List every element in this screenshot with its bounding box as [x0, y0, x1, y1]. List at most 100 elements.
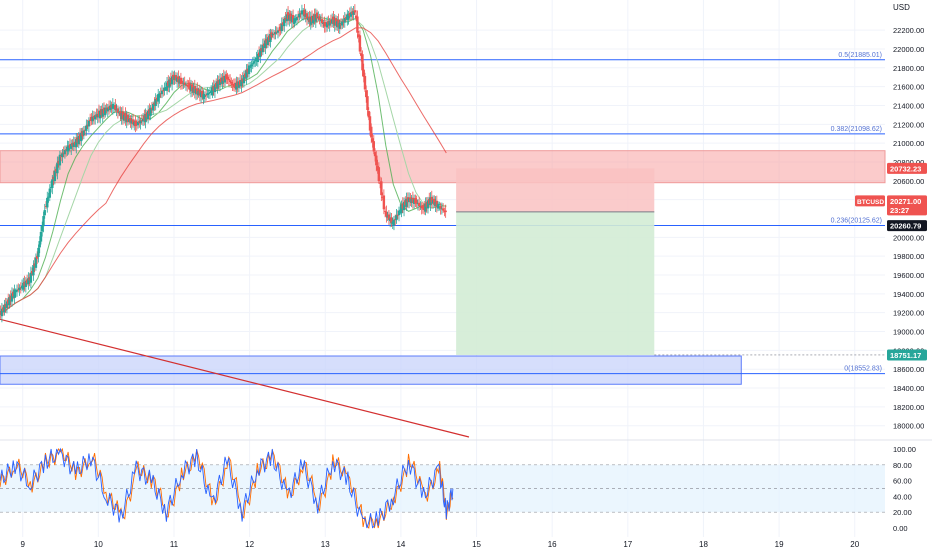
candle-body	[165, 82, 169, 91]
candle-body	[61, 153, 64, 158]
candle-body	[385, 211, 388, 217]
time-tick-label: 11	[170, 540, 179, 549]
target-price-tag-bg	[887, 349, 927, 361]
candle-body	[10, 293, 14, 302]
candle-body	[198, 89, 202, 96]
candle-body	[136, 121, 140, 126]
candle-body	[202, 93, 205, 99]
candle-body	[197, 90, 200, 96]
candle-body	[225, 74, 228, 80]
candle-body	[38, 241, 41, 248]
price-tick-label: 20600.00	[893, 177, 924, 186]
candle-body	[207, 93, 210, 95]
candle-body	[296, 16, 300, 18]
candle-body	[102, 107, 106, 114]
candle-body	[329, 19, 333, 23]
candle-body	[8, 297, 11, 306]
candle-body	[121, 111, 125, 120]
candle-body	[178, 79, 181, 84]
candle-body	[23, 281, 26, 286]
candle-body	[291, 15, 295, 23]
candle-body	[333, 19, 336, 26]
countdown-tag[interactable]: 23:27	[887, 204, 927, 216]
candle-body	[124, 113, 127, 121]
fib-label: 0.382(21098.62)	[831, 126, 882, 133]
candle-body	[57, 160, 60, 164]
candle-body	[120, 113, 123, 120]
candle-body	[267, 35, 271, 41]
candle-body	[415, 199, 418, 204]
candle-body	[133, 121, 136, 126]
price-tick-label: 21200.00	[893, 120, 924, 129]
candle-body	[278, 29, 281, 31]
price-axis[interactable]: 22200.00 22000.00 21800.00 21600.00 21400.00…	[855, 26, 927, 533]
short-position-tool[interactable]	[456, 168, 885, 356]
candle-body	[420, 205, 423, 209]
candle-body	[172, 74, 175, 80]
fibonacci-levels: 0.5(21885.01) 0.382(21098.62) 0.236(20125.…	[0, 52, 885, 438]
candle-body	[299, 13, 302, 15]
candle-body	[274, 32, 277, 34]
candle-body	[405, 198, 408, 207]
secondary-price-tag-text: 20260.79	[890, 222, 921, 231]
currency-label: USD	[893, 3, 910, 12]
candle-body	[138, 121, 141, 123]
stop-price-tag-bg	[887, 162, 927, 174]
candle-body	[42, 216, 45, 227]
candle-body	[18, 287, 21, 291]
ma-long-line	[0, 27, 447, 315]
price-tick-label: 18400.00	[893, 384, 924, 393]
candle-body	[150, 107, 154, 110]
candle-body	[237, 81, 241, 88]
candle-body	[3, 305, 6, 313]
candle-body	[116, 108, 120, 113]
stop-price-tag[interactable]: 20732.23	[887, 162, 927, 174]
candle-body	[196, 88, 199, 95]
candle-body	[366, 96, 369, 110]
candle-body	[397, 210, 401, 216]
candle-body	[75, 139, 78, 148]
candle-body	[22, 283, 25, 290]
stoch-tick-label: 60.00	[893, 477, 912, 486]
candle-body	[324, 22, 328, 27]
trendline	[0, 318, 470, 438]
take-profit-zone	[456, 211, 655, 355]
candle-body	[286, 12, 290, 20]
candle-body	[110, 104, 113, 108]
candle-body	[428, 198, 431, 204]
candles	[0, 4, 447, 323]
candle-body	[339, 23, 343, 25]
candle-body	[265, 38, 268, 44]
candle-body	[1, 307, 5, 311]
candle-body	[97, 110, 101, 117]
countdown-tag-bg	[887, 204, 927, 216]
time-axis[interactable]: 9 10 11 12 13 14 15 16 17 18 19 20	[20, 540, 859, 549]
candle-body	[146, 110, 150, 120]
current-price-tag[interactable]: 20271.00	[887, 195, 927, 207]
candle-body	[169, 77, 173, 83]
candle-body	[352, 10, 355, 15]
candle-body	[227, 79, 231, 81]
countdown-tag-text: 23:27	[890, 206, 909, 215]
candle-body	[431, 200, 435, 204]
secondary-price-tag[interactable]: 20260.79	[887, 220, 927, 232]
candle-body	[387, 214, 391, 220]
time-tick-label: 16	[548, 540, 557, 549]
candle-body	[336, 21, 339, 28]
time-tick-label: 20	[850, 540, 859, 549]
target-price-tag[interactable]: 18751.17	[887, 349, 927, 361]
candle-body	[41, 225, 44, 232]
candle-body	[347, 13, 350, 19]
candle-body	[322, 22, 325, 25]
candle-body	[68, 144, 72, 148]
candle-body	[63, 150, 67, 155]
candle-body	[159, 93, 162, 95]
candle-body	[193, 85, 196, 93]
candle-body	[285, 14, 289, 22]
candle-body	[153, 102, 156, 105]
candle-body	[180, 80, 184, 84]
candle-body	[182, 82, 185, 84]
candle-body	[402, 201, 406, 211]
